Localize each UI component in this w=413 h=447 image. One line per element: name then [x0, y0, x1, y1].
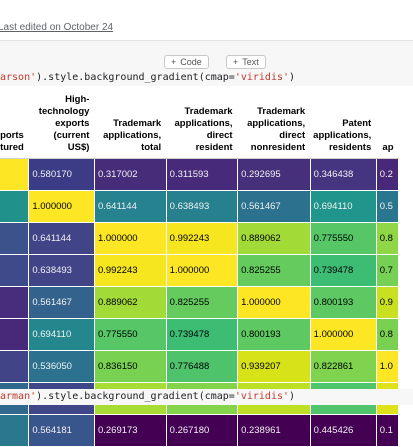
table-cell: 0.7: [375, 254, 400, 287]
table-cell: [0, 190, 30, 223]
column-header: Trademark applications, direct resident: [166, 92, 238, 159]
table-cell: 1.000000: [237, 286, 311, 319]
table-cell: 0.564181: [28, 414, 95, 447]
table-cell: 0.346438: [309, 158, 377, 191]
table-cell: 0.825255: [237, 254, 311, 287]
table-cell: [0, 158, 30, 191]
table-cell: 0.800193: [309, 286, 377, 319]
table-cell: 0.638493: [165, 190, 239, 223]
table-cell: 0.238961: [237, 414, 311, 447]
table-cell: 0.9: [375, 286, 400, 319]
table-cell: 0.889062: [93, 286, 167, 319]
table-cell: 1.000000: [93, 222, 167, 255]
table-cell: 1.0: [375, 350, 400, 383]
column-header: High-technology exports (current US$): [28, 92, 95, 159]
code-string-fragment: arson: [0, 72, 31, 83]
table-cell: [0, 286, 30, 319]
table-cell: 0.800193: [237, 318, 311, 351]
table-row: 0.536050 0.836150 0.776488 0.939207 0.822861…: [0, 350, 400, 383]
table-cell: 0.8: [375, 318, 400, 351]
table-cell: 0.561467: [28, 286, 95, 319]
add-code-button[interactable]: + Code: [164, 55, 209, 69]
add-text-label: Text: [242, 57, 259, 67]
code-cell-bottom[interactable]: arman').style.background_gradient(cmap='…: [0, 389, 413, 405]
table-cell: 1.000000: [309, 318, 377, 351]
table-cell: 0.825255: [165, 286, 239, 319]
table-cell: 0.311593: [165, 158, 239, 191]
table-cell: 1.000000: [165, 254, 239, 287]
table-cell: [0, 318, 30, 351]
code-method-chain: ).style.background_gradient(cmap=: [36, 72, 235, 83]
notebook-header: Last edited on October 24: [0, 0, 413, 41]
column-header: Trademark applications, total: [94, 92, 167, 159]
table-cell: 0.939207: [237, 350, 311, 383]
table-cell: 0.317002: [93, 158, 167, 191]
add-code-label: Code: [180, 57, 202, 67]
plus-icon: +: [233, 57, 239, 67]
table-row: 0.580170 0.317002 0.311593 0.292695 0.346438…: [0, 158, 400, 191]
table-cell: 0.889062: [237, 222, 311, 255]
code-string-fragment: arman: [0, 391, 31, 402]
table-row: 0.694110 0.775550 0.739478 0.800193 1.000000…: [0, 318, 400, 351]
code-cmap-arg: 'viridis': [234, 72, 290, 83]
table-cell: 0.739478: [309, 254, 377, 287]
table-cell: 0.694110: [309, 190, 377, 223]
table-cell: 0.1: [375, 414, 400, 447]
table-cell: 0.992243: [165, 222, 239, 255]
table-cell: 0.992243: [93, 254, 167, 287]
column-header: Patent applications, residents: [310, 92, 377, 159]
column-header: exports tured: [0, 92, 29, 159]
table-cell: 0.2: [375, 158, 400, 191]
table-cell: 0.641144: [93, 190, 167, 223]
table-row: 0.564181 0.269173 0.267180 0.238961 0.445426…: [0, 414, 400, 447]
table-row: 0.561467 0.889062 0.825255 1.000000 0.800193…: [0, 286, 400, 319]
table-row: 0.641144 1.000000 0.992243 0.889062 0.775550…: [0, 222, 400, 255]
table-cell: 0.8: [375, 222, 400, 255]
code-cell-top[interactable]: arson').style.background_gradient(cmap='…: [0, 70, 413, 86]
table-row: 0.638493 0.992243 1.000000 0.825255 0.739478…: [0, 254, 400, 287]
table-cell: 0.775550: [93, 318, 167, 351]
table-cell: 0.5: [375, 190, 400, 223]
table-cell: 0.561467: [237, 190, 311, 223]
table-cell: 0.267180: [165, 414, 239, 447]
table-cell: 0.822861: [309, 350, 377, 383]
table-cell: 1.000000: [28, 190, 95, 223]
add-text-button[interactable]: + Text: [226, 55, 266, 69]
table-row: 1.000000 0.641144 0.638493 0.561467 0.694110…: [0, 190, 400, 223]
table-cell: 0.739478: [165, 318, 239, 351]
table-cell: 0.638493: [28, 254, 95, 287]
code-cmap-arg: 'viridis': [234, 391, 290, 402]
table-cell: 0.269173: [93, 414, 167, 447]
table-cell: 0.292695: [237, 158, 311, 191]
table-cell: 0.694110: [28, 318, 95, 351]
plus-icon: +: [171, 57, 177, 67]
table-cell: [0, 222, 30, 255]
table-cell: 0.776488: [165, 350, 239, 383]
table-cell: 0.641144: [28, 222, 95, 255]
table-cell: [0, 350, 30, 383]
code-method-chain: ).style.background_gradient(cmap=: [36, 391, 235, 402]
column-header: ap: [376, 92, 399, 159]
last-edited-link[interactable]: Last edited on October 24: [0, 22, 114, 33]
table-header-row: exports tured High-technology exports (c…: [0, 92, 399, 159]
table-cell: [0, 254, 30, 287]
table-cell: 0.580170: [28, 158, 95, 191]
table-cell: 0.775550: [309, 222, 377, 255]
table-cell: 0.445426: [309, 414, 377, 447]
table-cell: [0, 414, 30, 447]
table-cell: 0.536050: [28, 350, 95, 383]
table-cell: 0.836150: [93, 350, 167, 383]
column-header: Trademark applications, direct nonreside…: [237, 92, 311, 159]
